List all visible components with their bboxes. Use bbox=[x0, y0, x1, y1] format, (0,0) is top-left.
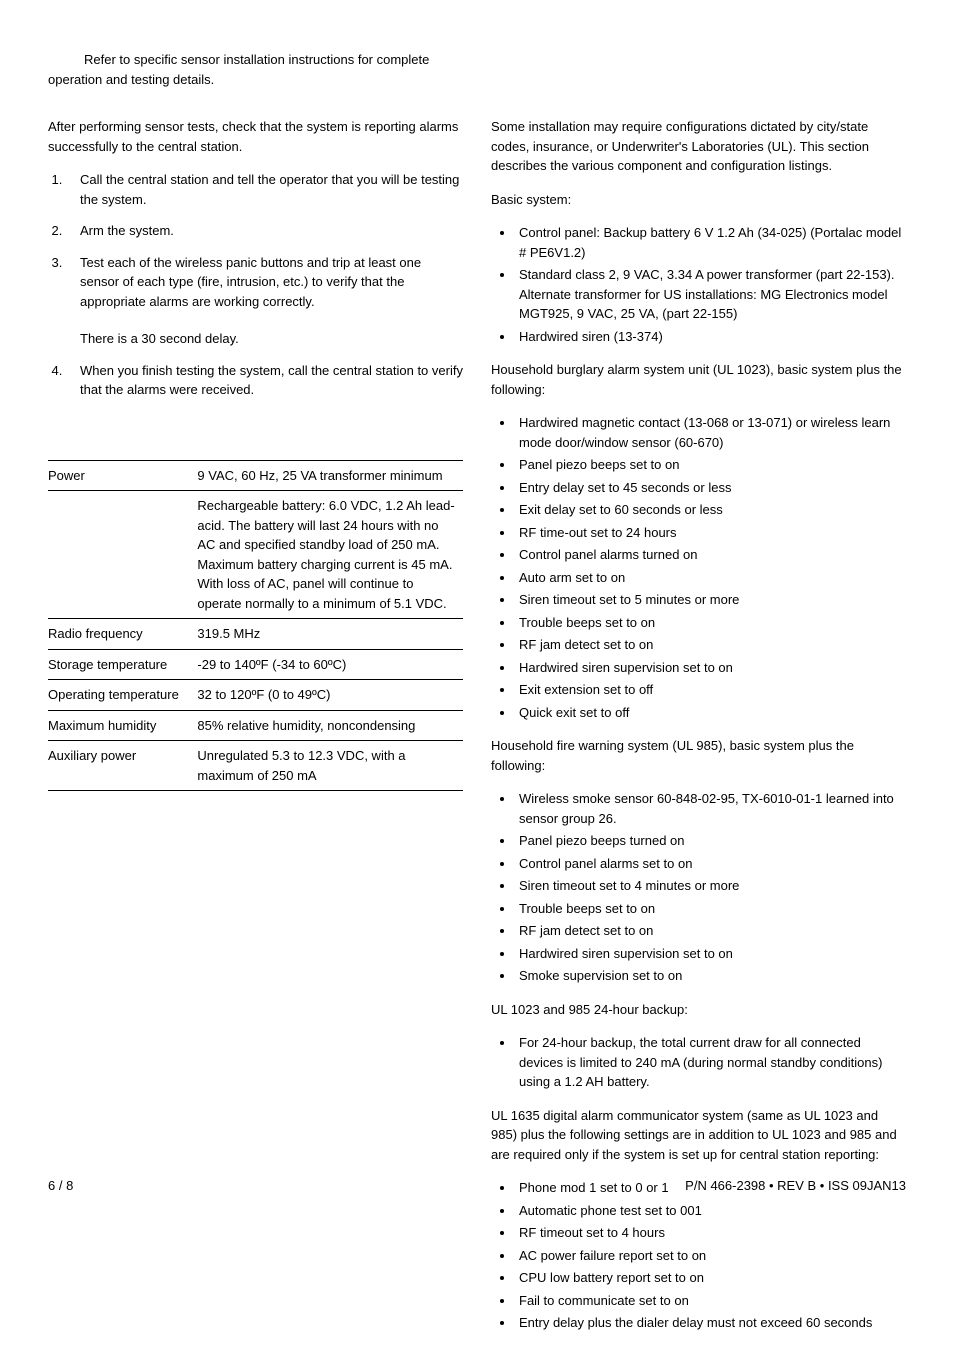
digital-list: Phone mod 1 set to 0 or 1 Automatic phon… bbox=[491, 1178, 906, 1333]
spec-value: 32 to 120ºF (0 to 49ºC) bbox=[197, 680, 463, 711]
digital-label: UL 1635 digital alarm communicator syste… bbox=[491, 1106, 906, 1165]
spec-label: Power bbox=[48, 460, 197, 491]
list-item: AC power failure report set to on bbox=[515, 1246, 906, 1266]
burglary-list: Hardwired magnetic contact (13-068 or 13… bbox=[491, 413, 906, 722]
list-item: Hardwired siren supervision set to on bbox=[515, 944, 906, 964]
table-row: Storage temperature -29 to 140ºF (-34 to… bbox=[48, 649, 463, 680]
table-row: Power 9 VAC, 60 Hz, 25 VA transformer mi… bbox=[48, 460, 463, 491]
left-column: After performing sensor tests, check tha… bbox=[48, 117, 463, 1347]
list-item: Trouble beeps set to on bbox=[515, 613, 906, 633]
page-footer: 6 / 8 P/N 466-2398 • REV B • ISS 09JAN13 bbox=[48, 1176, 906, 1196]
backup-label: UL 1023 and 985 24-hour backup: bbox=[491, 1000, 906, 1020]
spec-value: -29 to 140ºF (-34 to 60ºC) bbox=[197, 649, 463, 680]
list-item: RF timeout set to 4 hours bbox=[515, 1223, 906, 1243]
basic-system-label: Basic system: bbox=[491, 190, 906, 210]
step-3: Test each of the wireless panic buttons … bbox=[66, 253, 463, 312]
list-item: Fail to communicate set to on bbox=[515, 1291, 906, 1311]
spec-value: Rechargeable battery: 6.0 VDC, 1.2 Ah le… bbox=[197, 491, 463, 619]
spec-label: Operating temperature bbox=[48, 680, 197, 711]
list-item: Quick exit set to off bbox=[515, 703, 906, 723]
list-item: Siren timeout set to 5 minutes or more bbox=[515, 590, 906, 610]
table-row: Radio frequency 319.5 MHz bbox=[48, 619, 463, 650]
intro-text-2: operation and testing details. bbox=[48, 72, 214, 87]
backup-list: For 24-hour backup, the total current dr… bbox=[491, 1033, 906, 1092]
delay-note: There is a 30 second delay. bbox=[80, 329, 463, 349]
list-item: Exit delay set to 60 seconds or less bbox=[515, 500, 906, 520]
list-item: Entry delay set to 45 seconds or less bbox=[515, 478, 906, 498]
list-item: Automatic phone test set to 001 bbox=[515, 1201, 906, 1221]
spec-value: 319.5 MHz bbox=[197, 619, 463, 650]
list-item: Exit extension set to off bbox=[515, 680, 906, 700]
list-item: Trouble beeps set to on bbox=[515, 899, 906, 919]
list-item: Panel piezo beeps set to on bbox=[515, 455, 906, 475]
list-item: Siren timeout set to 4 minutes or more bbox=[515, 876, 906, 896]
spec-value: 85% relative humidity, noncondensing bbox=[197, 710, 463, 741]
spec-value: Unregulated 5.3 to 12.3 VDC, with a maxi… bbox=[197, 741, 463, 791]
fire-list: Wireless smoke sensor 60-848-02-95, TX-6… bbox=[491, 789, 906, 986]
table-row: Rechargeable battery: 6.0 VDC, 1.2 Ah le… bbox=[48, 491, 463, 619]
report-check-paragraph: After performing sensor tests, check tha… bbox=[48, 117, 463, 156]
list-item: Smoke supervision set to on bbox=[515, 966, 906, 986]
test-steps-list-cont: When you finish testing the system, call… bbox=[48, 361, 463, 400]
list-item: Hardwired siren supervision set to on bbox=[515, 658, 906, 678]
spec-label: Maximum humidity bbox=[48, 710, 197, 741]
intro-paragraph: Refer to specific sensor installation in… bbox=[48, 50, 906, 89]
table-row: Maximum humidity 85% relative humidity, … bbox=[48, 710, 463, 741]
intro-text-1: Refer to specific sensor installation in… bbox=[48, 50, 429, 70]
fire-label: Household fire warning system (UL 985), … bbox=[491, 736, 906, 775]
table-row: Operating temperature 32 to 120ºF (0 to … bbox=[48, 680, 463, 711]
test-steps-list: Call the central station and tell the op… bbox=[48, 170, 463, 311]
list-item: Control panel alarms set to on bbox=[515, 854, 906, 874]
table-row: Auxiliary power Unregulated 5.3 to 12.3 … bbox=[48, 741, 463, 791]
right-column: Some installation may require configurat… bbox=[491, 117, 906, 1347]
spec-label bbox=[48, 491, 197, 619]
list-item: Control panel alarms turned on bbox=[515, 545, 906, 565]
list-item: Hardwired magnetic contact (13-068 or 13… bbox=[515, 413, 906, 452]
list-item: CPU low battery report set to on bbox=[515, 1268, 906, 1288]
list-item: RF jam detect set to on bbox=[515, 635, 906, 655]
step-4: When you finish testing the system, call… bbox=[66, 361, 463, 400]
basic-system-list: Control panel: Backup battery 6 V 1.2 Ah… bbox=[491, 223, 906, 346]
list-item: Auto arm set to on bbox=[515, 568, 906, 588]
specifications-table: Power 9 VAC, 60 Hz, 25 VA transformer mi… bbox=[48, 460, 463, 792]
step-1: Call the central station and tell the op… bbox=[66, 170, 463, 209]
spec-label: Auxiliary power bbox=[48, 741, 197, 791]
spec-label: Radio frequency bbox=[48, 619, 197, 650]
list-item: Panel piezo beeps turned on bbox=[515, 831, 906, 851]
list-item: Entry delay plus the dialer delay must n… bbox=[515, 1313, 906, 1333]
burglary-label: Household burglary alarm system unit (UL… bbox=[491, 360, 906, 399]
list-item: Hardwired siren (13-374) bbox=[515, 327, 906, 347]
list-item: Wireless smoke sensor 60-848-02-95, TX-6… bbox=[515, 789, 906, 828]
spec-value: 9 VAC, 60 Hz, 25 VA transformer minimum bbox=[197, 460, 463, 491]
config-intro: Some installation may require configurat… bbox=[491, 117, 906, 176]
spec-label: Storage temperature bbox=[48, 649, 197, 680]
revision-info: P/N 466-2398 • REV B • ISS 09JAN13 bbox=[685, 1176, 906, 1196]
page-number: 6 / 8 bbox=[48, 1176, 73, 1196]
list-item: RF jam detect set to on bbox=[515, 921, 906, 941]
list-item: Standard class 2, 9 VAC, 3.34 A power tr… bbox=[515, 265, 906, 324]
step-2: Arm the system. bbox=[66, 221, 463, 241]
list-item: For 24-hour backup, the total current dr… bbox=[515, 1033, 906, 1092]
list-item: RF time-out set to 24 hours bbox=[515, 523, 906, 543]
list-item: Control panel: Backup battery 6 V 1.2 Ah… bbox=[515, 223, 906, 262]
